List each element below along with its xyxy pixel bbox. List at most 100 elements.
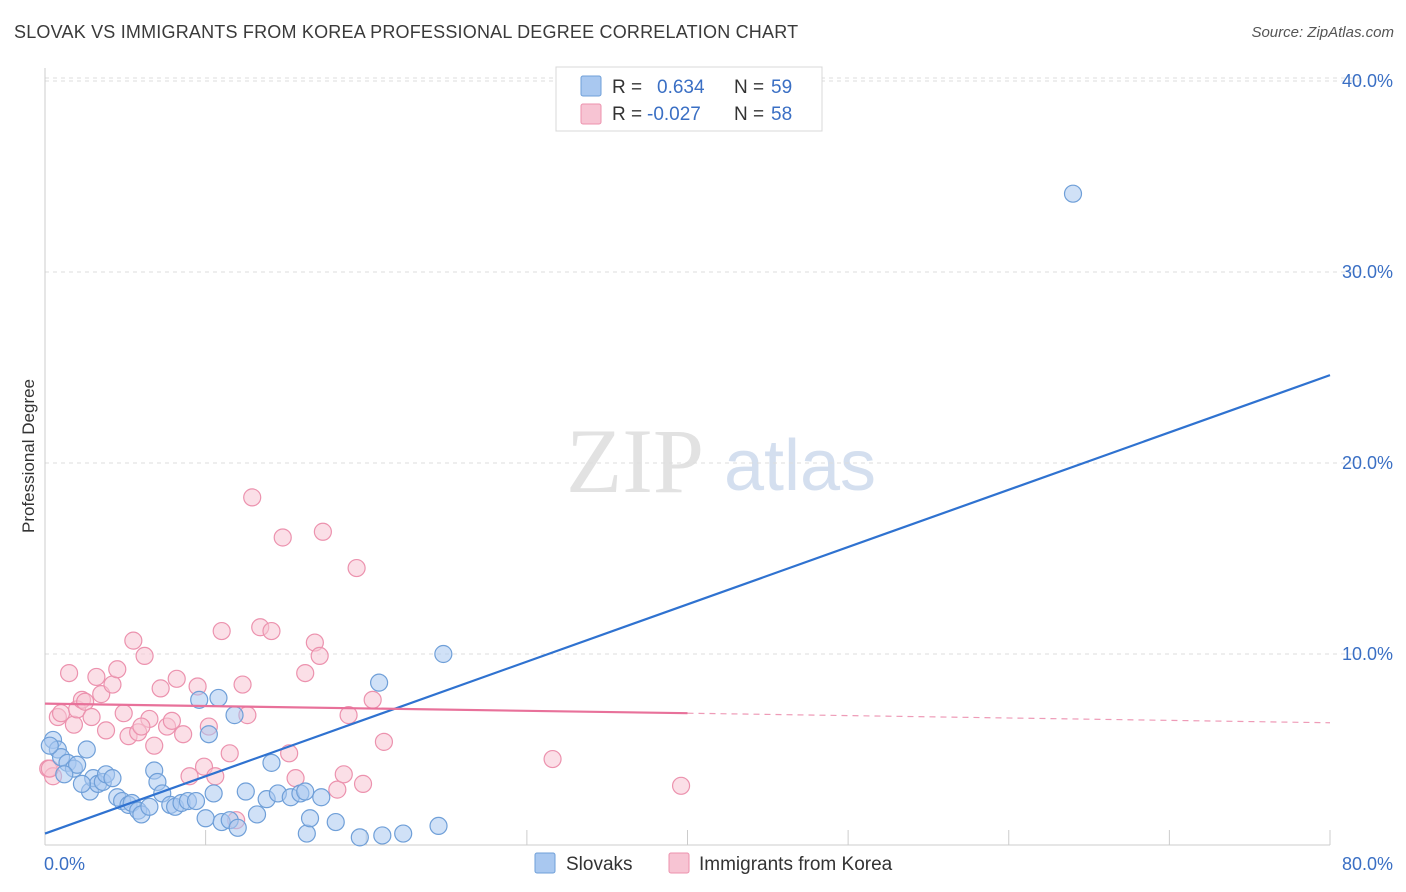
data-point xyxy=(326,812,345,832)
korea-points xyxy=(39,488,691,830)
korea-trend-line xyxy=(44,702,688,715)
data-point xyxy=(262,621,281,641)
grid xyxy=(45,77,1365,655)
data-point xyxy=(145,736,164,755)
y-tick-label: 40.0% xyxy=(1342,71,1393,91)
legend-r-label-1: R = xyxy=(612,77,642,98)
data-point xyxy=(76,692,95,711)
data-point xyxy=(186,791,206,811)
data-point xyxy=(243,488,262,507)
data-point xyxy=(68,755,87,774)
data-point xyxy=(103,769,122,788)
source-label: Source: ZipAtlas.com xyxy=(1251,24,1394,41)
data-point xyxy=(334,765,353,784)
data-point xyxy=(103,675,122,694)
watermark-atlas: atlas xyxy=(724,426,876,506)
trend-lines xyxy=(44,374,1331,835)
data-point xyxy=(363,690,382,709)
data-point xyxy=(328,780,347,799)
data-point xyxy=(167,669,186,688)
data-point xyxy=(199,725,218,744)
legend-swatch-slovaks xyxy=(580,75,602,97)
legend-n-value-1: 59 xyxy=(771,77,792,98)
legend-swatch-korea xyxy=(580,103,602,125)
tick-labels: 10.0% 20.0% 30.0% 40.0% 0.0% 80.0% xyxy=(44,71,1393,874)
data-point xyxy=(204,784,223,803)
data-point xyxy=(212,621,231,641)
data-point xyxy=(310,646,329,666)
data-point xyxy=(82,707,101,727)
bottom-legend-swatch-slovaks xyxy=(534,852,556,874)
y-tick-label: 30.0% xyxy=(1342,262,1393,282)
data-point xyxy=(114,704,133,723)
data-point xyxy=(140,797,159,816)
data-point xyxy=(87,667,106,687)
legend-r-value-2: -0.027 xyxy=(647,104,701,125)
data-point xyxy=(64,715,84,734)
data-point xyxy=(225,706,244,725)
data-point xyxy=(671,776,691,795)
axes xyxy=(44,68,1331,846)
data-point xyxy=(96,721,116,740)
data-point xyxy=(313,522,332,541)
legend-n-label-1: N = xyxy=(734,77,764,98)
data-point xyxy=(124,631,143,650)
bottom-legend-swatch-korea xyxy=(668,852,690,874)
data-point xyxy=(273,528,292,547)
data-point xyxy=(373,826,392,845)
data-point xyxy=(162,711,181,730)
data-point xyxy=(209,688,228,708)
slovak-points xyxy=(40,184,1083,847)
data-point xyxy=(312,788,331,807)
data-point xyxy=(151,679,170,698)
data-point xyxy=(429,816,448,836)
data-point xyxy=(196,809,215,828)
watermark-zip: ZIP xyxy=(566,410,704,512)
bottom-legend-korea: Immigrants from Korea xyxy=(699,854,893,875)
data-point xyxy=(220,744,239,763)
data-point xyxy=(339,706,358,725)
data-point xyxy=(228,818,247,837)
data-point xyxy=(347,558,366,578)
data-point xyxy=(296,663,315,683)
data-point xyxy=(190,690,209,709)
data-point xyxy=(247,805,267,824)
data-point xyxy=(72,774,92,793)
data-point xyxy=(40,736,59,755)
data-point xyxy=(434,644,453,664)
x-tick-label: 0.0% xyxy=(44,854,85,874)
data-point xyxy=(108,660,127,679)
chart-title: SLOVAK VS IMMIGRANTS FROM KOREA PROFESSI… xyxy=(14,22,799,42)
data-point xyxy=(132,717,151,736)
data-point xyxy=(77,740,96,759)
data-point xyxy=(394,824,413,843)
x-tick-label: 80.0% xyxy=(1342,854,1393,874)
legend-n-value-2: 58 xyxy=(771,104,792,125)
y-axis-label: Professional Degree xyxy=(19,379,38,533)
data-point xyxy=(233,675,252,694)
data-point xyxy=(59,663,79,683)
y-tick-label: 10.0% xyxy=(1342,644,1393,664)
legend-n-label-2: N = xyxy=(734,104,764,125)
series-legend: Slovaks Immigrants from Korea xyxy=(534,852,893,875)
data-point xyxy=(370,673,389,692)
bottom-legend-slovaks: Slovaks xyxy=(566,854,633,875)
legend-r-value-1: 0.634 xyxy=(657,77,705,98)
data-point xyxy=(174,725,193,744)
data-point xyxy=(543,749,562,769)
data-point xyxy=(296,782,315,801)
correlation-legend: R = 0.634 N = 59 R = -0.027 N = 58 xyxy=(555,66,823,132)
korea-trend-line-extrapolated xyxy=(687,712,1331,724)
legend-r-label-2: R = xyxy=(612,104,642,125)
data-point xyxy=(55,765,74,784)
data-point xyxy=(374,732,394,751)
data-point xyxy=(1063,184,1083,203)
data-point xyxy=(262,753,281,772)
slovak-trend-line xyxy=(44,374,1331,835)
data-point xyxy=(353,774,373,793)
data-point xyxy=(135,646,154,666)
data-point xyxy=(236,782,255,801)
data-point xyxy=(300,809,320,828)
data-point xyxy=(350,828,369,847)
